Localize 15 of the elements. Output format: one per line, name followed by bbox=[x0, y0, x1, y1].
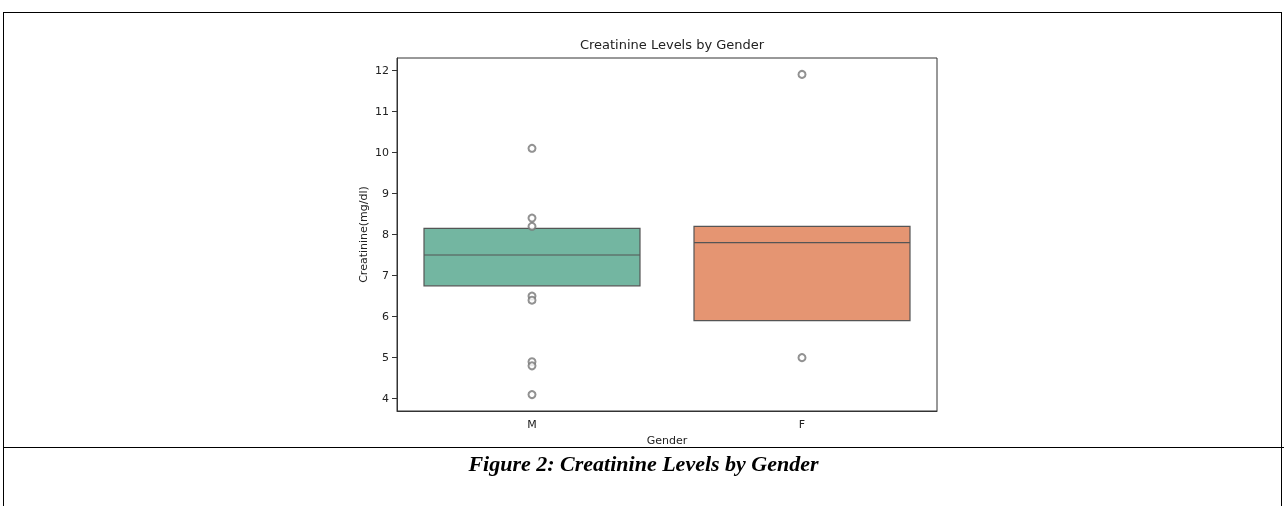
y-tick-label: 7 bbox=[382, 269, 389, 283]
y-tick-label: 10 bbox=[375, 145, 389, 159]
x-tick-label: M bbox=[527, 418, 537, 431]
x-tick-label: F bbox=[798, 418, 806, 431]
y-tick-label: 8 bbox=[382, 228, 389, 241]
y-tick-label: 5 bbox=[382, 351, 389, 365]
y-axis-title: Creatinine(mg/dl) bbox=[357, 186, 370, 283]
chart-title: Creatinine Levels by Gender bbox=[579, 37, 765, 52]
y-tick-label: 6 bbox=[382, 310, 389, 324]
caption: Figure 2: Creatinine Levels by Gender bbox=[467, 450, 819, 476]
x-axis-title: Gender bbox=[646, 433, 688, 447]
y-tick-label: 9 bbox=[382, 186, 389, 200]
y-tick-label: 12 bbox=[375, 63, 389, 77]
y-tick-label: 11 bbox=[375, 104, 389, 118]
y-tick-label: 4 bbox=[382, 392, 389, 406]
